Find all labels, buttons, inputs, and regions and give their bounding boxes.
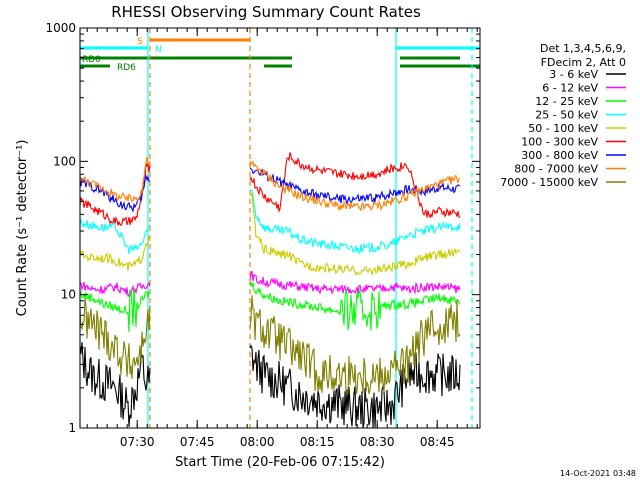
legend-entry-label: 100 - 300 keV bbox=[521, 136, 598, 149]
series-lines bbox=[79, 152, 461, 429]
status-bar-label: RD6 bbox=[117, 63, 136, 73]
y-tick-label: 1000 bbox=[45, 21, 76, 35]
status-bar-label: S bbox=[137, 37, 143, 47]
status-bars: S N RD0 RD6 bbox=[80, 37, 480, 73]
y-tick-label: 100 bbox=[53, 154, 76, 168]
series-line bbox=[79, 342, 461, 429]
legend-entry-label: 50 - 100 keV bbox=[528, 122, 598, 135]
chart-title: RHESSI Observing Summary Count Rates bbox=[111, 3, 421, 21]
y-tick-label: 1 bbox=[68, 421, 76, 435]
legend-entry-label: 800 - 7000 keV bbox=[514, 163, 598, 176]
x-tick-label: 08:30 bbox=[360, 435, 395, 449]
status-bar-label: RD0 bbox=[82, 55, 101, 65]
x-tick-label: 07:30 bbox=[120, 435, 155, 449]
series-line bbox=[79, 295, 461, 395]
axes: 1 10 100 1000 07:30 07:45 08:00 08:15 08:30 08:45 bbox=[45, 21, 480, 449]
y-tick-label: 10 bbox=[61, 288, 76, 302]
status-bar-label: N bbox=[155, 45, 162, 55]
plot-frame bbox=[79, 27, 481, 429]
x-tick-label: 08:45 bbox=[420, 435, 455, 449]
legend-entry-label: 12 - 25 keV bbox=[535, 95, 598, 108]
legend-entry-label: 300 - 800 keV bbox=[521, 149, 598, 162]
legend-header-line: FDecim 2, Att 0 bbox=[541, 56, 626, 69]
footer-date: 14-Oct-2021 03:48 bbox=[560, 469, 636, 478]
series-line bbox=[79, 192, 461, 277]
legend-header-line: Det 1,3,4,5,6,9, bbox=[540, 42, 626, 55]
x-tick-label: 07:45 bbox=[180, 435, 215, 449]
legend: Det 1,3,4,5,6,9,FDecim 2, Att 03 - 6 keV… bbox=[500, 42, 626, 189]
y-axis-label: Count Rate (s⁻¹ detector⁻¹) bbox=[15, 140, 30, 317]
series-line bbox=[79, 152, 461, 227]
series-line bbox=[79, 157, 461, 212]
series-line bbox=[79, 270, 461, 297]
legend-entry-label: 6 - 12 keV bbox=[542, 82, 598, 95]
legend-entry-label: 7000 - 15000 keV bbox=[500, 176, 598, 189]
x-tick-label: 08:15 bbox=[300, 435, 335, 449]
x-tick-label: 08:00 bbox=[240, 435, 275, 449]
legend-entry-label: 3 - 6 keV bbox=[549, 68, 598, 81]
x-axis-label: Start Time (20-Feb-06 07:15:42) bbox=[175, 455, 385, 470]
series-line bbox=[79, 280, 461, 333]
legend-entry-label: 25 - 50 keV bbox=[535, 109, 598, 122]
